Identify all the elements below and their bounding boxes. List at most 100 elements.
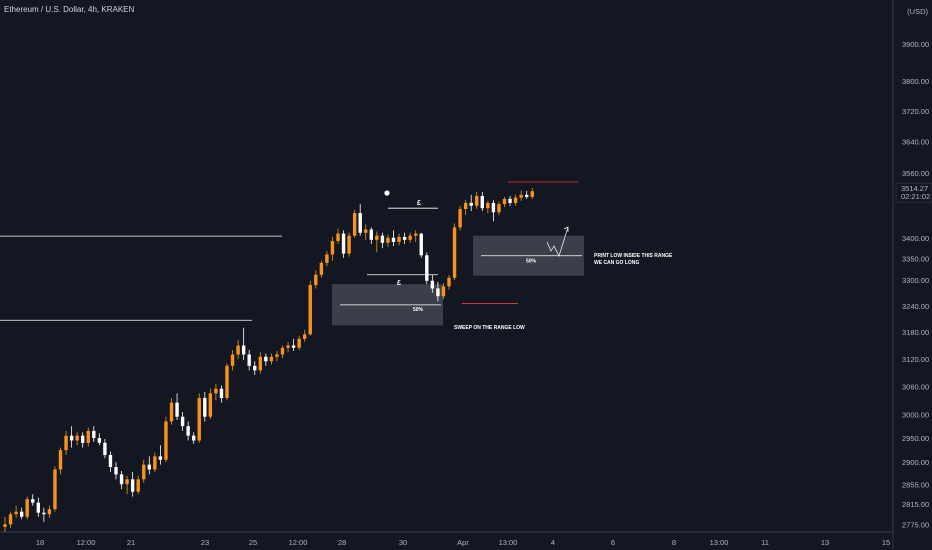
- price-axis[interactable]: (USD) 3900.00 3800.00 3720.00 3640.00 3560.00…: [895, 7, 932, 529]
- marker-dot: [384, 190, 390, 196]
- time-tick-label: 4: [551, 538, 555, 547]
- candle-body: [325, 254, 329, 263]
- candle-body: [164, 421, 168, 460]
- time-tick-label: 12:00: [289, 538, 308, 547]
- time-tick-label: 13:00: [499, 538, 518, 547]
- candles: [3, 188, 534, 532]
- candle-body: [125, 479, 129, 485]
- candle-body: [236, 345, 240, 355]
- candle-body: [502, 198, 507, 205]
- candle-body: [230, 354, 235, 366]
- candle-body: [258, 356, 262, 371]
- candle-body: [92, 430, 96, 439]
- candle-body: [97, 438, 102, 443]
- candle-body: [275, 354, 279, 357]
- candle-body: [180, 416, 185, 427]
- candle-body: [108, 454, 113, 468]
- candle-body: [308, 285, 312, 335]
- candle-body: [3, 524, 7, 527]
- candle-body: [508, 198, 512, 203]
- candle-body: [391, 237, 396, 242]
- candle-body: [286, 345, 290, 348]
- candle-body: [247, 354, 251, 366]
- price-tick-label: 3180.00: [902, 328, 929, 337]
- candle-body: [475, 196, 479, 206]
- candle-body: [81, 435, 85, 443]
- candle-body: [219, 388, 224, 398]
- candle-body: [69, 435, 74, 441]
- time-axis[interactable]: 18 12:00 21 23 25 12:00 28 30 Apr 13:00 4 6 8 13:00 11…: [36, 538, 890, 547]
- time-tick-label: 6: [611, 538, 615, 547]
- annotations: 50% 50% SWEEP ON THE RANGE LOW PRINT LOW IN…: [384, 190, 673, 331]
- time-tick-label: 13: [821, 538, 829, 547]
- candle-body: [253, 365, 257, 371]
- candle-body: [452, 227, 457, 278]
- candle-body: [158, 456, 163, 460]
- range-zones: [332, 235, 584, 326]
- time-tick-label: 8: [672, 538, 676, 547]
- last-price-label: 3514.27: [901, 184, 928, 193]
- candle-body: [525, 194, 529, 197]
- sweep-note: SWEEP ON THE RANGE LOW: [454, 325, 525, 331]
- candle-body: [119, 474, 124, 485]
- candle-body: [458, 209, 462, 228]
- time-tick-label: 23: [201, 538, 209, 547]
- long-note-line-2: WE CAN GO LONG: [594, 260, 639, 266]
- price-tick-label: 3000.00: [902, 410, 929, 419]
- candle-body: [530, 191, 534, 197]
- time-tick-label: 13:00: [710, 538, 729, 547]
- candle-body: [86, 430, 90, 443]
- candle-body: [425, 255, 429, 281]
- price-tick-label: 3300.00: [902, 276, 929, 285]
- time-tick-label: 12:00: [77, 538, 96, 547]
- price-tick-label: 3900.00: [902, 40, 929, 49]
- candle-body: [58, 450, 63, 470]
- candle-body: [197, 397, 201, 441]
- candle-body: [430, 280, 435, 289]
- currency-label: (USD): [907, 7, 928, 16]
- price-tick-label: 3120.00: [902, 355, 929, 364]
- candle-body: [486, 202, 490, 209]
- arrow-head-icon: [563, 226, 569, 232]
- price-tick-label: 3400.00: [902, 234, 929, 243]
- candle-body: [53, 469, 57, 510]
- candle-body: [175, 402, 179, 417]
- candle-body: [319, 262, 324, 275]
- long-note-line-1: PRINT LOW INSIDE THIS RANGE: [594, 253, 673, 259]
- time-tick-label: 21: [127, 538, 135, 547]
- candle-body: [214, 388, 218, 394]
- last-price-box: [895, 182, 932, 203]
- candle-body: [25, 499, 29, 517]
- price-tick-label: 2815.00: [902, 500, 929, 509]
- price-tick-label: 3800.00: [902, 77, 929, 86]
- bar-countdown-label: 02:21:02: [901, 192, 930, 201]
- candle-body: [303, 334, 307, 339]
- candle-body: [480, 196, 484, 209]
- candle-body: [208, 393, 213, 417]
- candle-body: [75, 435, 79, 441]
- axis-lines: [0, 0, 894, 550]
- price-tick-label: 3560.00: [902, 169, 929, 178]
- candle-body: [103, 442, 107, 455]
- candle-body: [436, 288, 440, 297]
- time-tick-label: 30: [399, 538, 407, 547]
- candle-body: [47, 509, 52, 515]
- candle-body: [441, 286, 446, 297]
- candle-body: [14, 511, 18, 515]
- candle-body: [408, 235, 412, 240]
- price-tick-label: 2950.00: [902, 434, 929, 443]
- candle-body: [153, 456, 157, 470]
- candle-body: [380, 235, 385, 243]
- candle-body: [291, 345, 296, 348]
- level-label-top: £: [417, 200, 421, 207]
- price-tick-label: 3640.00: [902, 138, 929, 147]
- candle-body: [469, 202, 473, 206]
- candle-body: [447, 277, 451, 287]
- candle-body: [269, 356, 274, 362]
- candle-body: [130, 479, 135, 492]
- candle-body: [402, 236, 407, 240]
- candle-body: [364, 229, 368, 233]
- candle-body: [186, 426, 190, 436]
